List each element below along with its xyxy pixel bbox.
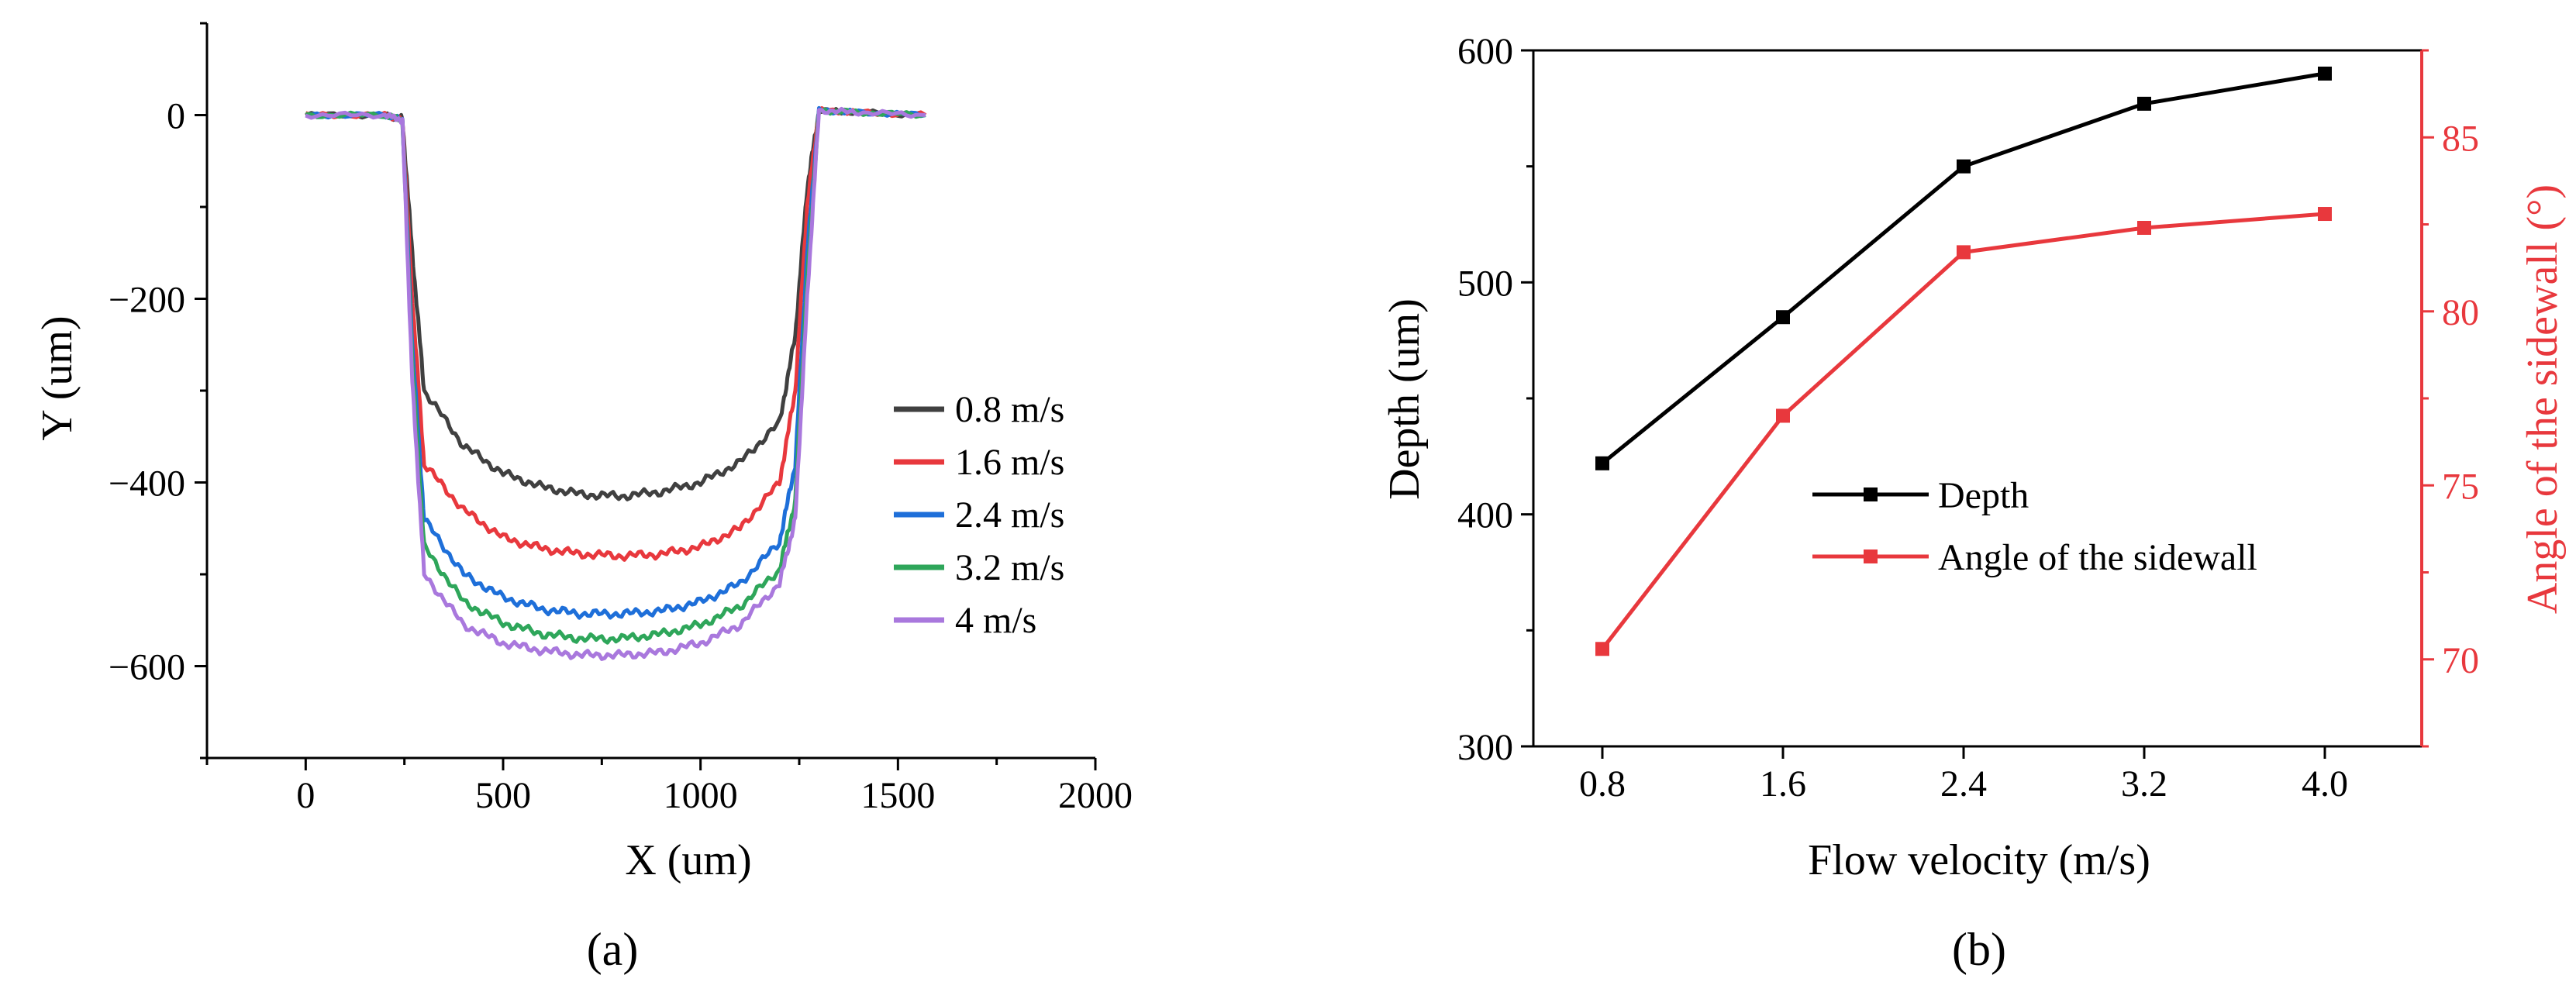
y2-tick-label: 70 bbox=[2442, 640, 2479, 681]
y-tick-label: −400 bbox=[109, 463, 185, 505]
panel-a-label: (a) bbox=[587, 924, 639, 975]
panel-b-chart: 0.8 1.6 2.4 3.2 4.0 300 400 500 600 70 75 80 85 Flow… bbox=[1381, 31, 2567, 884]
data-point-angle bbox=[1595, 642, 1609, 656]
panel-a-x-axis-title: X (um) bbox=[625, 836, 751, 884]
y-tick-label: −600 bbox=[109, 647, 185, 688]
panel-b-axes: 0.8 1.6 2.4 3.2 4.0 300 400 500 600 70 75 80 85 bbox=[1457, 31, 2479, 804]
panel-b-label: (b) bbox=[1952, 924, 2006, 975]
panel-b-series-group bbox=[1595, 66, 2332, 656]
legend-label: 1.6 m/s bbox=[955, 442, 1064, 483]
panel-b-plot-frame bbox=[1532, 49, 2423, 748]
series-line-depth bbox=[1601, 71, 2326, 465]
data-point-depth bbox=[2137, 96, 2151, 111]
x-tick-label: 0.8 bbox=[1579, 763, 1626, 804]
y2-tick-label: 80 bbox=[2442, 292, 2479, 333]
legend-marker bbox=[1864, 487, 1878, 501]
panel-a-chart: 0 500 1000 1500 2000 0 −200 −400 −600 X (um) Y (… bbox=[33, 22, 1133, 884]
x-tick-label: 2000 bbox=[1058, 775, 1133, 816]
data-point-angle bbox=[2137, 220, 2151, 235]
y-tick-label: 500 bbox=[1457, 263, 1513, 304]
legend-label: Depth bbox=[1938, 475, 2029, 516]
y2-tick-label: 85 bbox=[2442, 118, 2479, 159]
series-line-0-8-m-s bbox=[305, 107, 926, 501]
panel-b-x-axis-title: Flow velocity (m/s) bbox=[1808, 836, 2150, 884]
y-tick-label: 400 bbox=[1457, 495, 1513, 536]
legend-label: 4 m/s bbox=[955, 600, 1036, 641]
data-point-depth bbox=[1957, 159, 1971, 174]
panel-a-series-group bbox=[305, 105, 927, 661]
x-tick-label: 2.4 bbox=[1940, 763, 1987, 804]
panel-b-right-y-axis-title: Angle of the sidewall (°) bbox=[2519, 184, 2567, 614]
x-tick-label: 3.2 bbox=[2121, 763, 2167, 804]
panel-b-legend: Depth Angle of the sidewall bbox=[1812, 475, 2257, 578]
panel-b-left-y-axis-title: Depth (um) bbox=[1381, 298, 1429, 500]
panel-a-legend: 0.8 m/s 1.6 m/s 2.4 m/s 3.2 m/s 4 m/s bbox=[894, 389, 1064, 641]
y-tick-label: 300 bbox=[1457, 727, 1513, 768]
y-tick-label: −200 bbox=[109, 280, 185, 321]
x-tick-label: 1000 bbox=[664, 775, 738, 816]
legend-label: Angle of the sidewall bbox=[1938, 537, 2257, 578]
legend-label: 0.8 m/s bbox=[955, 389, 1064, 430]
legend-marker bbox=[1864, 550, 1878, 563]
x-tick-label: 1.6 bbox=[1760, 763, 1806, 804]
x-tick-label: 4.0 bbox=[2302, 763, 2348, 804]
series-line-4-m-s bbox=[305, 106, 926, 661]
data-point-depth bbox=[2318, 66, 2332, 81]
data-point-depth bbox=[1595, 456, 1609, 470]
x-tick-label: 0 bbox=[296, 775, 315, 816]
y-tick-label: 0 bbox=[167, 96, 185, 137]
series-line-angle bbox=[1601, 212, 2326, 650]
data-point-depth bbox=[1776, 310, 1790, 325]
y2-tick-label: 75 bbox=[2442, 466, 2479, 507]
x-tick-label: 1500 bbox=[860, 775, 935, 816]
data-point-angle bbox=[2318, 207, 2332, 222]
legend-label: 3.2 m/s bbox=[955, 547, 1064, 588]
series-line-2-4-m-s bbox=[305, 105, 926, 620]
data-point-angle bbox=[1776, 408, 1790, 423]
legend-label: 2.4 m/s bbox=[955, 494, 1064, 536]
series-line-3-2-m-s bbox=[305, 107, 926, 645]
y-tick-label: 600 bbox=[1457, 31, 1513, 72]
panel-a-y-axis-title: Y (um) bbox=[33, 315, 81, 440]
series-line-1-6-m-s bbox=[305, 106, 927, 562]
panel-a-axes: 0 500 1000 1500 2000 0 −200 −400 −600 bbox=[109, 22, 1133, 816]
data-point-angle bbox=[1957, 245, 1971, 260]
x-tick-label: 500 bbox=[475, 775, 531, 816]
